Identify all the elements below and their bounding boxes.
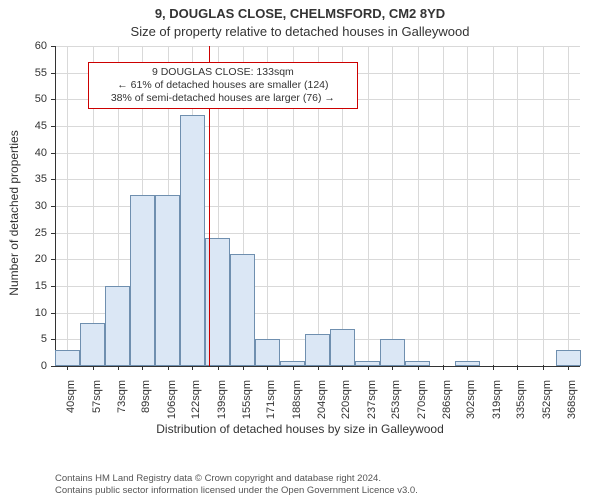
y-tick-label: 0 [17,360,47,372]
x-tick-mark [443,365,444,370]
x-tick-label: 302sqm [465,380,477,419]
histogram-bar [180,115,205,366]
grid-line-v [568,46,569,366]
histogram-bar [130,195,155,366]
y-tick-label: 30 [17,200,47,212]
y-tick-label: 10 [17,307,47,319]
histogram-bar [280,361,305,366]
x-tick-label: 368sqm [566,380,578,419]
histogram-bar [355,361,380,366]
footer-line-1: Contains HM Land Registry data © Crown c… [55,473,590,484]
histogram-bar [255,339,280,366]
grid-line-v [467,46,468,366]
histogram-bar [230,254,255,366]
annotation-line: 9 DOUGLAS CLOSE: 133sqm [95,66,351,79]
y-tick-label: 20 [17,253,47,265]
annotation-line: ← 61% of detached houses are smaller (12… [95,79,351,92]
x-tick-label: 270sqm [416,380,428,419]
y-tick-label: 40 [17,147,47,159]
histogram-bar [155,195,180,366]
x-tick-label: 139sqm [216,380,228,419]
grid-line-v [543,46,544,366]
x-tick-label: 57sqm [91,380,103,413]
annotation-line: 38% of semi-detached houses are larger (… [95,92,351,105]
y-tick-label: 45 [17,120,47,132]
grid-line-v [443,46,444,366]
y-tick-label: 50 [17,93,47,105]
x-tick-label: 253sqm [390,380,402,419]
x-tick-mark [493,365,494,370]
y-tick-label: 15 [17,280,47,292]
x-tick-label: 188sqm [291,380,303,419]
histogram-bar [556,350,581,366]
x-tick-label: 40sqm [65,380,77,413]
x-tick-mark [517,365,518,370]
figure-root: 9, DOUGLAS CLOSE, CHELMSFORD, CM2 8YD Si… [0,0,600,500]
x-tick-label: 155sqm [241,380,253,419]
grid-line-v [493,46,494,366]
y-tick-label: 55 [17,67,47,79]
chart-subtitle: Size of property relative to detached ho… [0,24,600,39]
y-axis-line [55,46,56,366]
y-tick-label: 60 [17,40,47,52]
chart-title-address: 9, DOUGLAS CLOSE, CHELMSFORD, CM2 8YD [0,6,600,21]
x-tick-label: 204sqm [316,380,328,419]
histogram-bar [55,350,80,366]
x-tick-label: 286sqm [441,380,453,419]
x-tick-label: 319sqm [491,380,503,419]
footer-line-2: Contains public sector information licen… [55,485,590,496]
x-tick-label: 89sqm [140,380,152,413]
annotation-box: 9 DOUGLAS CLOSE: 133sqm← 61% of detached… [88,62,358,109]
grid-line-v [392,46,393,366]
plot-area: 9 DOUGLAS CLOSE: 133sqm← 61% of detached… [55,46,580,366]
y-tick-layer: 051015202530354045505560 [0,46,55,366]
x-tick-label: 237sqm [366,380,378,419]
x-tick-label: 171sqm [265,380,277,419]
grid-line-v [368,46,369,366]
x-tick-label: 73sqm [116,380,128,413]
histogram-bar [305,334,330,366]
x-tick-label: 106sqm [166,380,178,419]
y-tick-label: 25 [17,227,47,239]
x-axis-title: Distribution of detached houses by size … [0,422,600,436]
footer-attribution: Contains HM Land Registry data © Crown c… [55,473,590,496]
x-tick-label: 122sqm [190,380,202,419]
grid-line-v [517,46,518,366]
x-tick-label: 335sqm [515,380,527,419]
grid-line-v [418,46,419,366]
histogram-bar [405,361,430,366]
x-tick-label: 352sqm [541,380,553,419]
histogram-bar [80,323,105,366]
histogram-bar [455,361,480,366]
x-tick-layer: 40sqm 57sqm 73sqm 89sqm 106sqm 122sqm 139sqm 15… [55,366,580,426]
y-tick-label: 35 [17,173,47,185]
grid-line-v [67,46,68,366]
x-tick-mark [543,365,544,370]
histogram-bar [330,329,355,366]
histogram-bar [380,339,405,366]
x-tick-label: 220sqm [340,380,352,419]
histogram-bar [105,286,130,366]
y-tick-label: 5 [17,333,47,345]
